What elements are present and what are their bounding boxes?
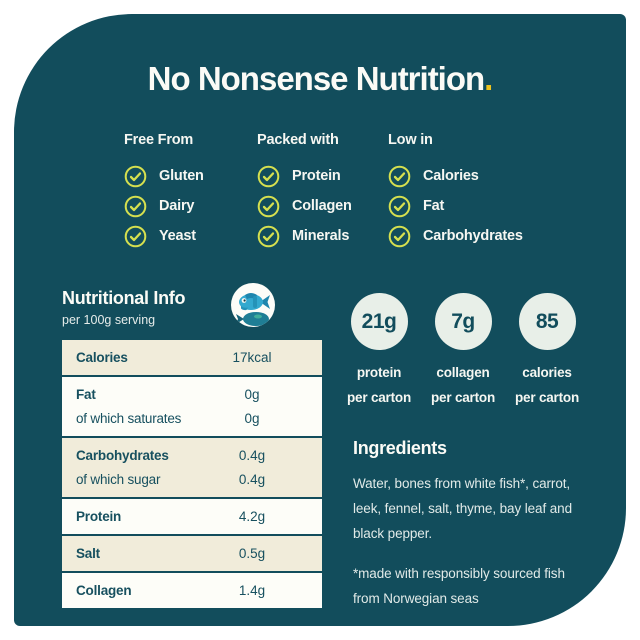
benefit-item-label: Yeast (159, 228, 196, 244)
row-value: 0.4g (238, 472, 266, 487)
stat-circle: 85 (518, 293, 576, 350)
benefit-item: Protein (257, 161, 388, 191)
benefit-header: Low in (388, 132, 433, 148)
benefit-item-label: Collagen (292, 198, 352, 214)
benefit-header: Packed with (257, 132, 339, 148)
table-row-collagen: Collagen 1.4g (62, 573, 322, 608)
benefit-item-label: Dairy (159, 198, 195, 214)
benefit-item-label: Protein (292, 168, 341, 184)
benefit-item-label: Gluten (159, 168, 204, 184)
benefit-item: Minerals (257, 221, 388, 251)
table-line: Collagen 1.4g (62, 582, 322, 599)
per-carton-stats: 21g protein per carton 7g collagen per c… (337, 293, 589, 411)
row-label: Carbohydrates (76, 448, 169, 463)
stat-collagen: 7g collagen per carton (421, 293, 505, 411)
table-row-carbohydrates: Carbohydrates 0.4g of which sugar 0.4g (62, 438, 322, 497)
stat-label-line1: calories (522, 365, 572, 380)
nutritional-info-header: Nutritional Info per 100g serving (62, 288, 185, 327)
row-label: Salt (76, 546, 100, 561)
nutrition-table: Calories 17kcal Fat 0g of which saturate… (62, 340, 322, 608)
stat-circle: 7g (434, 293, 492, 350)
row-label: Collagen (76, 583, 132, 598)
stat-label-line1: protein (356, 365, 402, 380)
benefit-header: Free From (124, 132, 194, 148)
ingredients-section: Ingredients Water, bones from white fish… (353, 438, 591, 612)
table-line: Carbohydrates 0.4g (62, 447, 322, 464)
check-icon (257, 195, 280, 217)
row-value: 1.4g (238, 583, 266, 598)
page-title-period: . (484, 60, 493, 97)
table-line: of which sugar 0.4g (62, 471, 322, 488)
table-row-calories: Calories 17kcal (62, 340, 322, 375)
row-label: Calories (76, 350, 128, 365)
fish-icon (231, 283, 275, 327)
table-line: Calories 17kcal (62, 349, 322, 366)
benefit-column-packed-with: Packed with Protein Collagen (257, 132, 388, 251)
benefit-item-label: Carbohydrates (423, 228, 523, 244)
benefit-item: Carbohydrates (388, 221, 568, 251)
benefit-item-label: Calories (423, 168, 479, 184)
check-icon (124, 195, 147, 217)
stat-value: 21g (361, 309, 397, 333)
check-icon (257, 165, 280, 187)
row-value: 17kcal (232, 350, 272, 365)
table-row-fat: Fat 0g of which saturates 0g (62, 377, 322, 436)
check-icon (388, 225, 411, 247)
ingredients-title: Ingredients (353, 438, 447, 458)
benefit-item: Fat (388, 191, 568, 221)
row-value: 4.2g (238, 509, 266, 524)
row-value: 0.5g (238, 546, 266, 561)
check-icon (388, 195, 411, 217)
row-sublabel: of which saturates (76, 411, 182, 426)
stat-value: 85 (535, 309, 559, 333)
row-sublabel: of which sugar (76, 472, 161, 487)
nutrition-panel: No Nonsense Nutrition. Free From Gluten … (14, 14, 626, 626)
benefit-column-low-in: Low in Calories Fat C (388, 132, 568, 251)
nutritional-info-title: Nutritional Info (62, 288, 186, 308)
nutritional-info-subtitle: per 100g serving (62, 313, 156, 327)
benefit-columns: Free From Gluten Dairy (124, 132, 568, 251)
check-icon (124, 225, 147, 247)
check-icon (388, 165, 411, 187)
benefit-item-label: Fat (423, 198, 445, 214)
benefit-item: Yeast (124, 221, 257, 251)
table-row-protein: Protein 4.2g (62, 499, 322, 534)
benefit-item: Calories (388, 161, 568, 191)
benefit-item: Gluten (124, 161, 257, 191)
stat-label-line2: per carton (346, 389, 412, 405)
table-line: of which saturates 0g (62, 410, 322, 427)
table-line: Fat 0g (62, 386, 322, 403)
stat-value: 7g (451, 309, 475, 333)
table-line: Salt 0.5g (62, 545, 322, 562)
benefit-column-free-from: Free From Gluten Dairy (124, 132, 257, 251)
benefit-item: Dairy (124, 191, 257, 221)
stat-label: protein per carton (337, 361, 421, 411)
table-line: Protein 4.2g (62, 508, 322, 525)
stat-protein: 21g protein per carton (337, 293, 421, 411)
check-icon (124, 165, 147, 187)
stat-label-line1: collagen (436, 365, 490, 380)
page-title-text: No Nonsense Nutrition (147, 60, 486, 97)
benefit-item-label: Minerals (292, 228, 350, 244)
stat-circle: 21g (350, 293, 408, 350)
row-label: Protein (76, 509, 122, 524)
stat-label: collagen per carton (421, 361, 505, 411)
row-value: 0g (244, 387, 260, 402)
benefit-item: Collagen (257, 191, 388, 221)
ingredients-body: Water, bones from white fish*, carrot, l… (353, 476, 572, 541)
check-icon (257, 225, 280, 247)
ingredients-footnote: *made with responsibly sourced fish from… (353, 565, 565, 606)
stat-label: calories per carton (505, 361, 589, 411)
page-title: No Nonsense Nutrition. (14, 60, 626, 98)
row-label: Fat (76, 387, 96, 402)
stat-label-line2: per carton (514, 389, 580, 405)
stat-calories: 85 calories per carton (505, 293, 589, 411)
table-row-salt: Salt 0.5g (62, 536, 322, 571)
row-value: 0g (244, 411, 260, 426)
row-value: 0.4g (238, 448, 266, 463)
stat-label-line2: per carton (430, 389, 496, 405)
